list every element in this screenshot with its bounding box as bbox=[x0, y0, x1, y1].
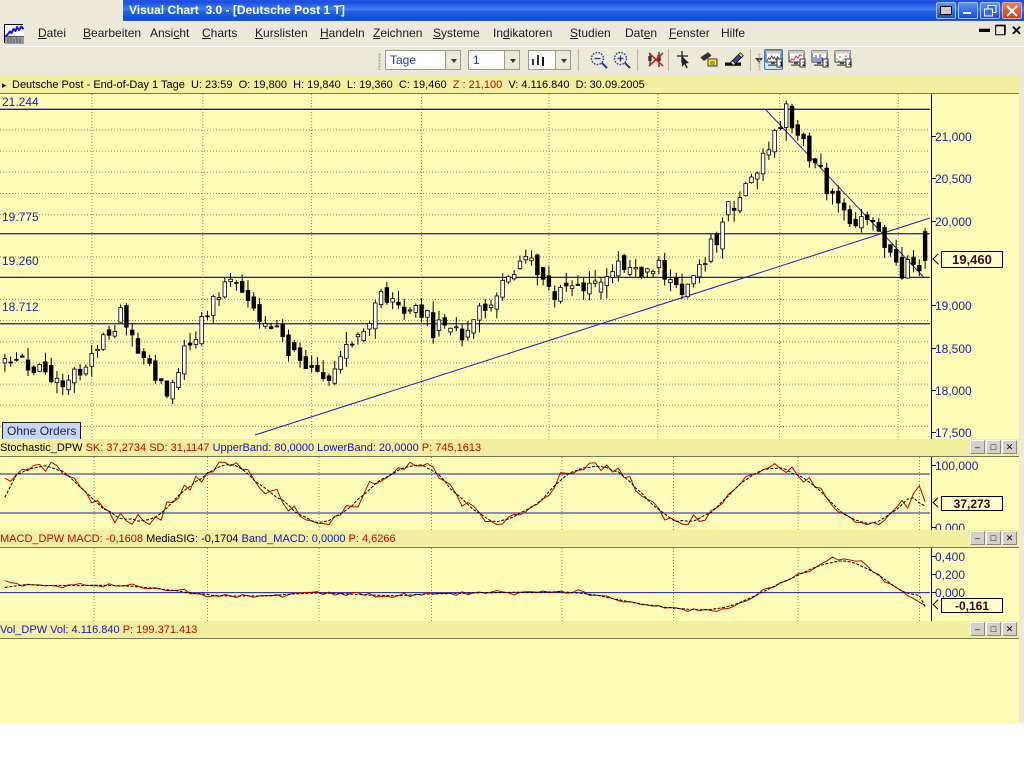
svg-text:4: 4 bbox=[848, 61, 852, 68]
svg-text:2: 2 bbox=[802, 61, 806, 68]
svg-text:1: 1 bbox=[779, 61, 783, 68]
svg-text:3: 3 bbox=[825, 61, 829, 68]
